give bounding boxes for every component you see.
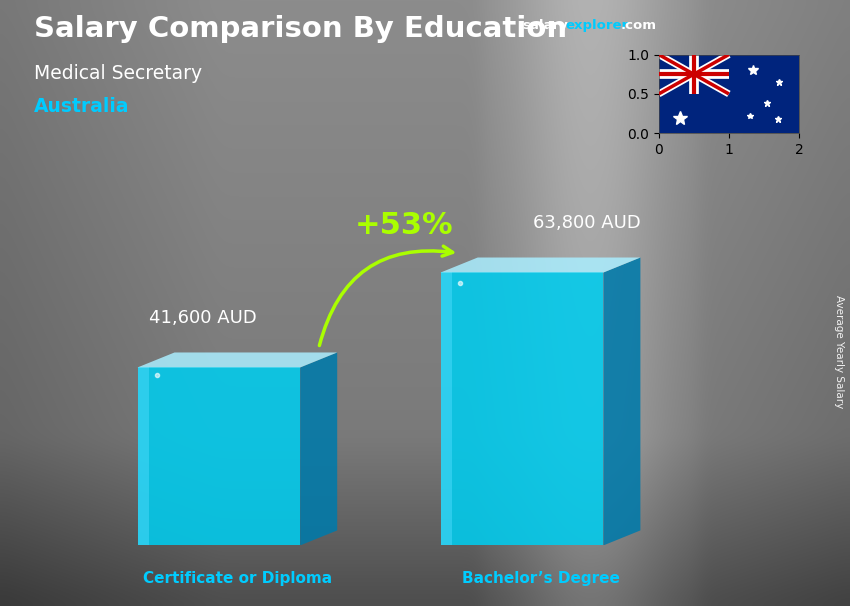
- Text: Average Yearly Salary: Average Yearly Salary: [834, 295, 844, 408]
- Polygon shape: [440, 258, 640, 273]
- Polygon shape: [300, 353, 337, 545]
- Text: salary: salary: [523, 19, 569, 32]
- Text: .com: .com: [620, 19, 656, 32]
- Polygon shape: [138, 353, 337, 367]
- Polygon shape: [138, 367, 300, 545]
- Text: Certificate or Diploma: Certificate or Diploma: [143, 571, 332, 586]
- Text: Bachelor’s Degree: Bachelor’s Degree: [462, 571, 620, 586]
- Text: Salary Comparison By Education: Salary Comparison By Education: [34, 15, 567, 43]
- Text: 63,800 AUD: 63,800 AUD: [533, 214, 641, 232]
- Polygon shape: [440, 273, 452, 545]
- Text: 41,600 AUD: 41,600 AUD: [149, 309, 257, 327]
- Polygon shape: [604, 258, 640, 545]
- Text: Australia: Australia: [34, 97, 129, 116]
- Text: Medical Secretary: Medical Secretary: [34, 64, 202, 82]
- Polygon shape: [440, 273, 604, 545]
- Polygon shape: [138, 367, 149, 545]
- Text: +53%: +53%: [354, 211, 453, 241]
- Text: explorer: explorer: [565, 19, 628, 32]
